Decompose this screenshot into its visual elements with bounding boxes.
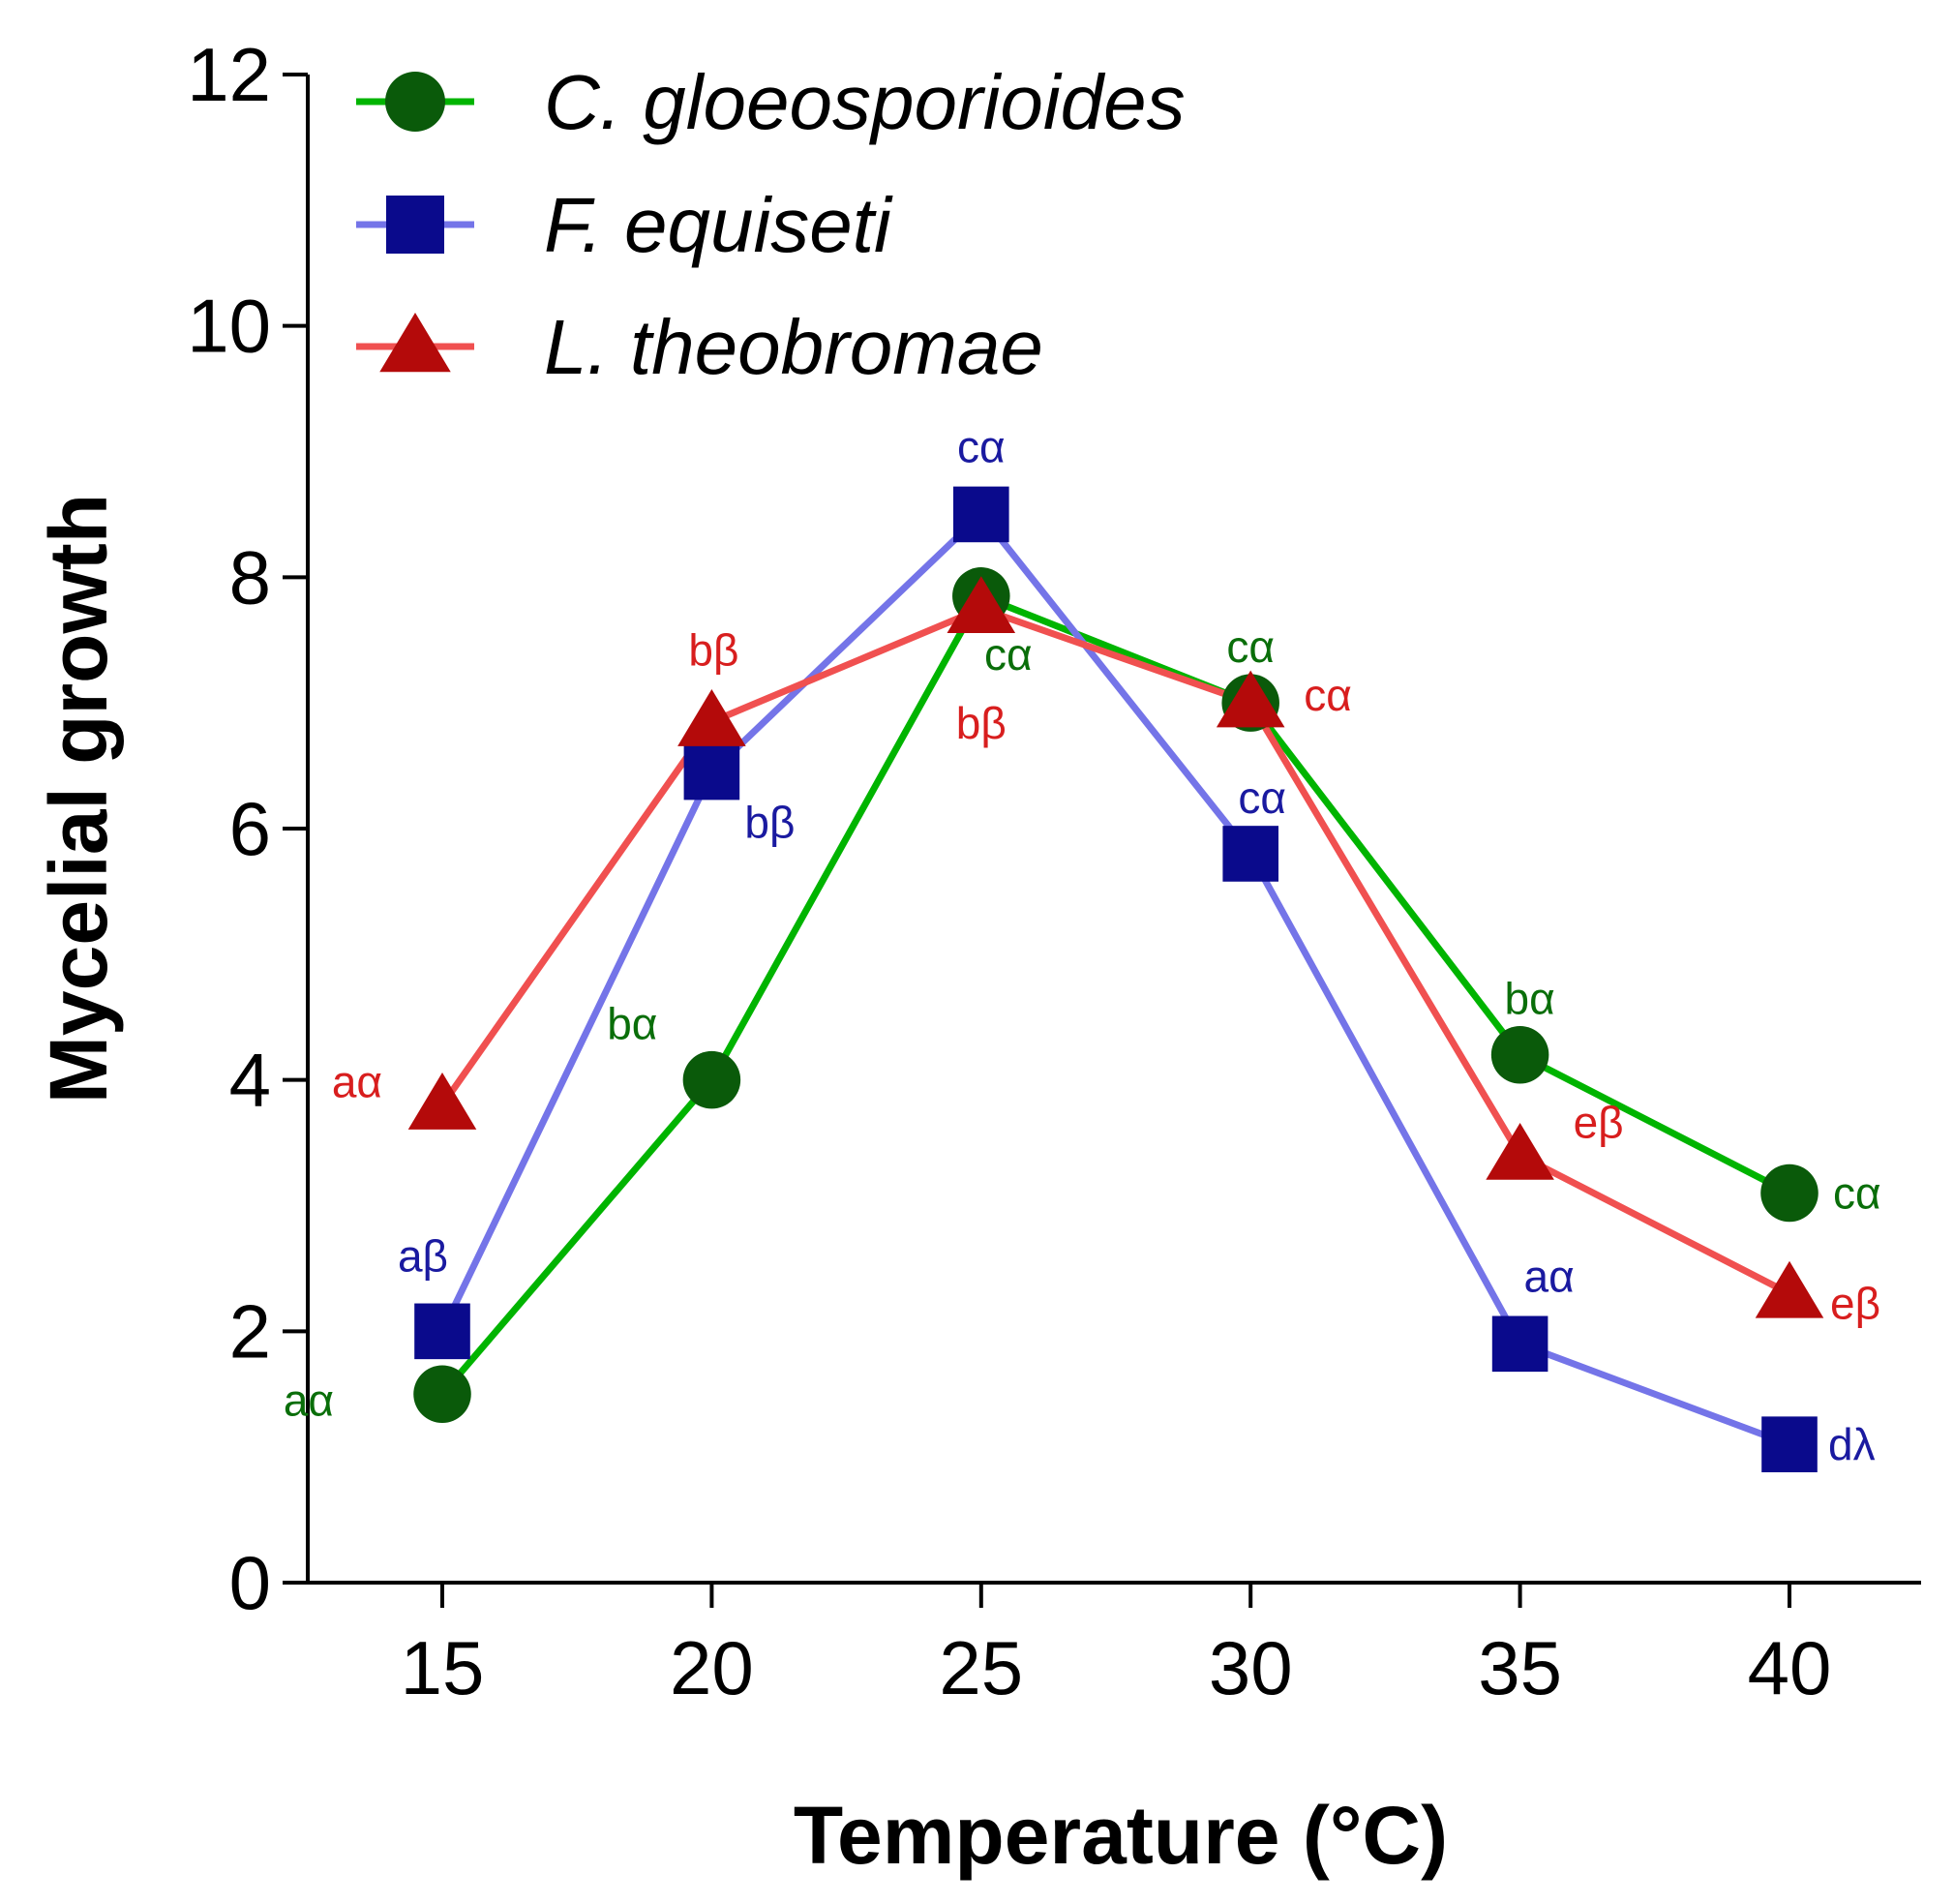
y-tick-label: 2 — [229, 1288, 271, 1374]
x-axis-title: Temperature (°C) — [794, 1790, 1448, 1881]
data-point-s1-3 — [1222, 826, 1278, 882]
data-point-s2-4 — [1486, 1122, 1554, 1180]
point-label-s1-4: aα — [1524, 1251, 1575, 1301]
series-line-2 — [439, 605, 1791, 1297]
data-point-s0-4 — [1490, 1025, 1549, 1084]
legend-label-0: C. gloeosporioides — [544, 59, 1186, 145]
y-axis-title: Mycelial growth — [33, 494, 124, 1103]
y-tick-label: 12 — [187, 32, 271, 117]
y-tick-label: 6 — [229, 786, 271, 871]
point-label-s1-2: cα — [957, 421, 1006, 471]
data-point-s2-1 — [677, 689, 746, 746]
x-tick-label: 35 — [1478, 1625, 1562, 1710]
data-point-s2-5 — [1755, 1260, 1824, 1318]
data-point-s1-0 — [414, 1303, 470, 1360]
data-point-s2-3 — [1216, 670, 1285, 728]
data-point-s0-0 — [413, 1365, 471, 1424]
point-label-s1-5: dλ — [1828, 1419, 1876, 1469]
x-tick-label: 40 — [1748, 1625, 1832, 1710]
legend-label-2: L. theobromae — [544, 304, 1043, 390]
series-markers — [407, 486, 1824, 1472]
legend: C. gloeosporioides F. equiseti L. theobrom… — [356, 59, 1186, 390]
point-label-s1-1: bβ — [744, 798, 795, 848]
point-label-s0-4: bα — [1505, 974, 1555, 1024]
legend-marker-0 — [385, 72, 445, 132]
axes: 0 2 4 6 8 10 12 15 20 25 30 35 40 — [187, 32, 1921, 1710]
data-point-s1-5 — [1761, 1416, 1818, 1472]
point-label-s2-5: eβ — [1830, 1278, 1880, 1328]
point-label-s2-0: aα — [332, 1057, 382, 1107]
point-label-s2-1: bβ — [688, 625, 738, 676]
data-point-s0-5 — [1760, 1164, 1819, 1223]
y-tick-label: 0 — [229, 1540, 271, 1625]
point-label-s2-4: eβ — [1574, 1098, 1624, 1148]
data-point-s1-4 — [1491, 1315, 1548, 1373]
point-label-s0-0: aα — [284, 1375, 334, 1425]
point-label-s0-5: cα — [1833, 1168, 1881, 1219]
point-label-s0-1: bα — [607, 999, 657, 1049]
data-point-s2-2 — [947, 576, 1016, 633]
point-label-s2-2: bβ — [956, 698, 1007, 748]
data-point-s1-1 — [683, 743, 740, 801]
legend-marker-2 — [379, 313, 451, 373]
y-tick-label: 10 — [187, 284, 271, 369]
data-point-s1-2 — [953, 486, 1009, 543]
point-label-s0-2: cα — [984, 629, 1033, 680]
data-point-s2-0 — [407, 1073, 477, 1130]
series-lines — [438, 510, 1791, 1448]
y-tick-label: 4 — [229, 1038, 271, 1123]
y-tick-label: 8 — [229, 534, 271, 620]
x-tick-label: 15 — [401, 1625, 485, 1710]
legend-label-1: F. equiseti — [544, 182, 893, 268]
data-point-s0-1 — [682, 1050, 741, 1109]
point-label-s2-3: cα — [1304, 670, 1352, 720]
x-tick-label: 25 — [939, 1625, 1023, 1710]
legend-marker-1 — [386, 196, 444, 254]
point-label-s1-3: cα — [1238, 772, 1286, 823]
point-label-s1-0: aβ — [398, 1230, 448, 1281]
series-line-0 — [439, 592, 1791, 1397]
x-tick-label: 30 — [1209, 1625, 1293, 1710]
point-label-s0-3: cα — [1226, 621, 1275, 672]
x-tick-label: 20 — [670, 1625, 754, 1710]
series-line-1 — [438, 510, 1791, 1448]
